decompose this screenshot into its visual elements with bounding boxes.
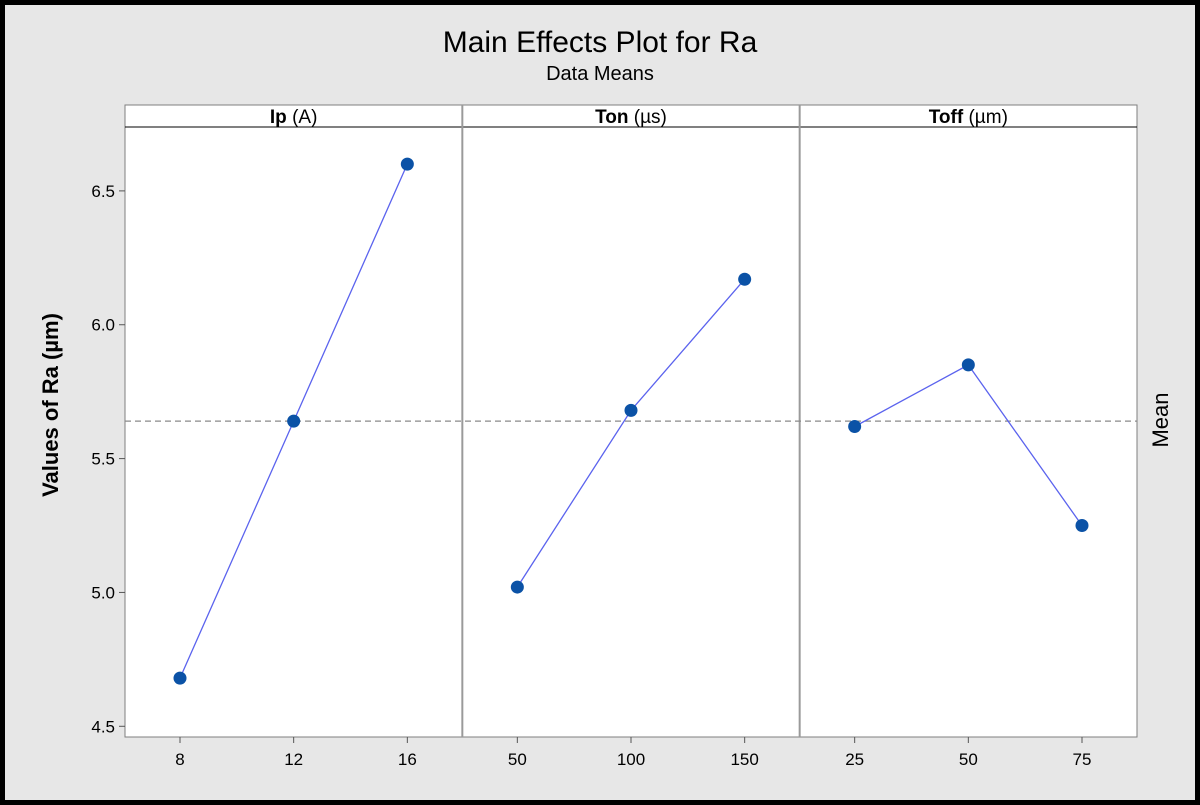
data-point-toff	[848, 419, 862, 433]
data-point-ton	[510, 580, 524, 594]
x-tick-label: 75	[1073, 750, 1092, 769]
data-point-ip	[173, 671, 187, 685]
y-tick-label: 6.0	[91, 316, 115, 335]
panel-factor-unit: (A)	[292, 107, 317, 128]
data-point-toff	[961, 358, 975, 372]
x-tick-label: 25	[845, 750, 864, 769]
y-axis: 4.5 5.0 5.5 6.0 6.5	[91, 182, 125, 736]
data-point-ton	[624, 403, 638, 417]
panel-factor-name: Ton	[595, 107, 634, 128]
y-tick-label: 4.5	[91, 717, 115, 736]
panel-factor-unit: (µs)	[634, 107, 667, 128]
panel-header-ip: Ip (A)	[270, 107, 318, 128]
panel-factor-unit: (µm)	[968, 107, 1007, 128]
panel-header-toff: Toff (µm)	[929, 107, 1008, 128]
chart-title: Main Effects Plot for Ra	[443, 26, 758, 59]
x-tick-label: 100	[617, 750, 645, 769]
y-tick-label: 5.0	[91, 583, 115, 602]
y-axis-label: Values of Ra (µm)	[38, 313, 63, 497]
panel-factor-name: Toff	[929, 107, 969, 128]
panel-factor-name: Ip	[270, 107, 292, 128]
data-point-ton	[738, 272, 752, 286]
right-side-label: Mean	[1148, 392, 1173, 447]
series-points	[173, 157, 1089, 685]
panel-header-ton: Ton (µs)	[595, 107, 667, 128]
x-tick-label: 16	[398, 750, 417, 769]
data-point-toff	[1075, 519, 1089, 533]
panel-headers: Ip (A) Ton (µs) Toff (µm)	[125, 107, 1137, 128]
x-tick-label: 12	[284, 750, 303, 769]
data-point-ip	[287, 414, 301, 428]
y-tick-label: 5.5	[91, 450, 115, 469]
data-point-ip	[400, 157, 414, 171]
chart-subtitle: Data Means	[546, 63, 654, 85]
x-axis: 8 12 16 50 100 150 25 50 75	[175, 737, 1091, 769]
x-tick-label: 150	[730, 750, 758, 769]
x-tick-label: 50	[959, 750, 978, 769]
y-tick-label: 6.5	[91, 182, 115, 201]
x-tick-label: 8	[175, 750, 184, 769]
x-tick-label: 50	[508, 750, 527, 769]
